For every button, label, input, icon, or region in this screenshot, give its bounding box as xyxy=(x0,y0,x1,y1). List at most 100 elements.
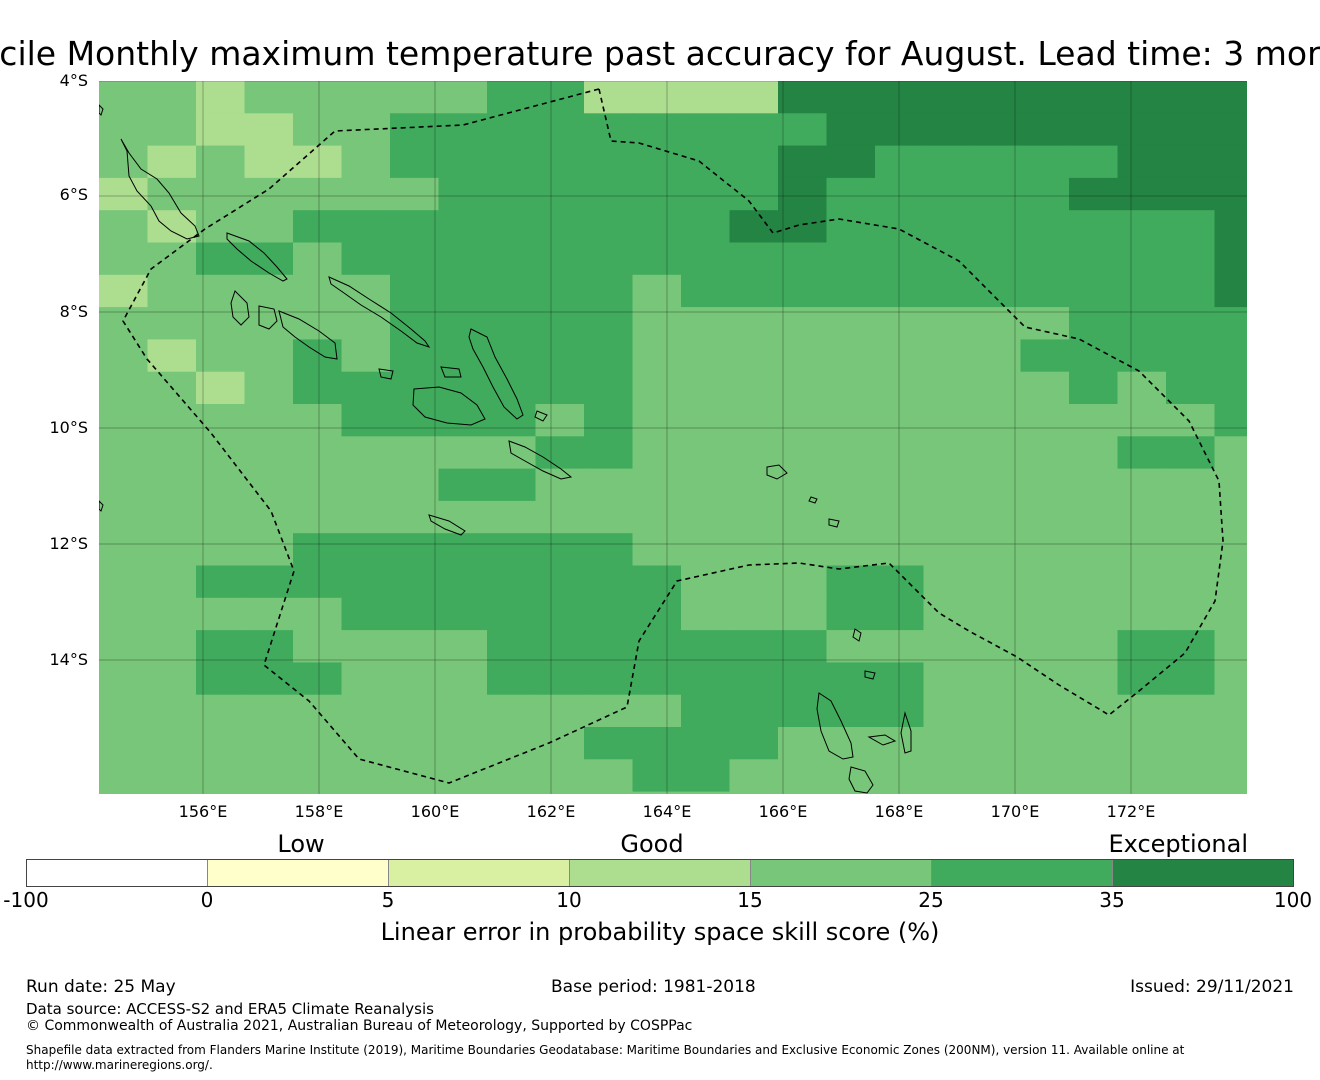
grid-cell xyxy=(1020,694,1070,728)
grid-cell xyxy=(196,468,245,502)
grid-cell xyxy=(923,630,973,663)
island-tikopia xyxy=(766,464,788,480)
grid-cell xyxy=(584,113,633,147)
grid-cell xyxy=(1117,597,1167,631)
grid-cell xyxy=(293,662,342,696)
grid-cell xyxy=(923,371,973,405)
grid-cell xyxy=(1020,662,1070,696)
grid-cell xyxy=(1020,81,1070,114)
data-source: Data source: ACCESS-S2 and ERA5 Climate … xyxy=(26,1000,434,1018)
grid-cell xyxy=(584,500,633,534)
grid-cell xyxy=(1117,339,1167,373)
grid-cell xyxy=(1020,468,1070,502)
grid-cell xyxy=(681,307,730,340)
grid-cell xyxy=(293,274,342,308)
grid-cell xyxy=(293,113,342,147)
grid-cell xyxy=(1166,404,1215,437)
grid-cell xyxy=(729,81,779,114)
grid-cell xyxy=(487,565,536,599)
grid-cell xyxy=(147,177,197,211)
grid-cell xyxy=(390,727,439,760)
grid-cell xyxy=(196,210,245,243)
colorbar-tick: -100 xyxy=(3,888,49,912)
colorbar-tick: 10 xyxy=(556,888,582,912)
legend-colorbar xyxy=(26,859,1294,887)
skill-score-map xyxy=(99,81,1247,794)
grid-cell xyxy=(293,468,342,502)
grid-cell xyxy=(632,371,682,405)
grid-cell xyxy=(1069,404,1118,437)
grid-cell xyxy=(147,759,197,793)
colorbar-segment-3 xyxy=(389,860,570,886)
issued-date: Issued: 29/11/2021 xyxy=(1130,977,1294,997)
grid-cell xyxy=(826,533,876,566)
grid-cell xyxy=(535,791,585,794)
grid-cell xyxy=(99,533,148,566)
grid-cell xyxy=(244,791,294,794)
grid-cell xyxy=(826,791,876,794)
grid-cell xyxy=(1069,177,1118,211)
island-new-georgia-3 xyxy=(278,310,338,360)
grid-cell xyxy=(729,468,779,502)
grid-cell xyxy=(923,468,973,502)
grid-cell xyxy=(1020,436,1070,470)
grid-cell xyxy=(875,791,924,794)
grid-cell xyxy=(1214,662,1247,696)
grid-cell xyxy=(826,307,876,340)
island-ambae xyxy=(867,734,897,746)
grid-cell xyxy=(584,791,633,794)
grid-cell xyxy=(729,500,779,534)
lon-label-158e: 158°E xyxy=(294,802,344,821)
grid-cell xyxy=(487,630,536,663)
grid-cell xyxy=(729,210,779,243)
grid-cell xyxy=(1020,597,1070,631)
grid-cell xyxy=(681,468,730,502)
island-small-5 xyxy=(534,410,548,422)
grid-cell xyxy=(1069,630,1118,663)
grid-cell xyxy=(293,404,342,437)
grid-cell xyxy=(1117,242,1167,276)
island-small-4 xyxy=(864,670,876,680)
grid-cell xyxy=(632,242,682,276)
grid-cell xyxy=(681,81,730,114)
grid-cell xyxy=(1020,533,1070,566)
grid-cell xyxy=(1069,533,1118,566)
grid-cell xyxy=(729,727,779,760)
grid-cell xyxy=(244,597,294,631)
island-small-6 xyxy=(378,368,394,380)
grid-cell xyxy=(438,210,488,243)
grid-cell xyxy=(196,694,245,728)
grid-cell xyxy=(1020,242,1070,276)
grid-cell xyxy=(438,597,488,631)
grid-cell xyxy=(875,694,924,728)
grid-cell xyxy=(778,533,827,566)
grid-cell xyxy=(99,468,148,502)
grid-cell xyxy=(147,565,197,599)
grid-cell xyxy=(1166,81,1215,114)
grid-cell xyxy=(438,145,488,179)
grid-cell xyxy=(1069,307,1118,340)
grid-cell xyxy=(826,404,876,437)
grid-cell xyxy=(1117,468,1167,502)
island-new-georgia-2 xyxy=(258,305,278,330)
grid-cell xyxy=(1166,468,1215,502)
grid-cell xyxy=(147,81,197,114)
grid-cell xyxy=(244,727,294,760)
island-rennell xyxy=(428,514,466,536)
grid-cell xyxy=(147,242,197,276)
grid-cell xyxy=(147,307,197,340)
island-choiseul xyxy=(226,232,288,282)
grid-cell xyxy=(1117,791,1167,794)
grid-cell xyxy=(1117,307,1167,340)
grid-cell xyxy=(923,145,973,179)
grid-cell xyxy=(535,662,585,696)
grid-cell xyxy=(875,371,924,405)
grid-cell xyxy=(923,404,973,437)
grid-cell xyxy=(1069,371,1118,405)
grid-cell xyxy=(99,662,148,696)
grid-cell xyxy=(923,242,973,276)
grid-cell xyxy=(681,791,730,794)
grid-cell xyxy=(1117,759,1167,793)
grid-cell xyxy=(390,339,439,373)
grid-cell xyxy=(875,759,924,793)
